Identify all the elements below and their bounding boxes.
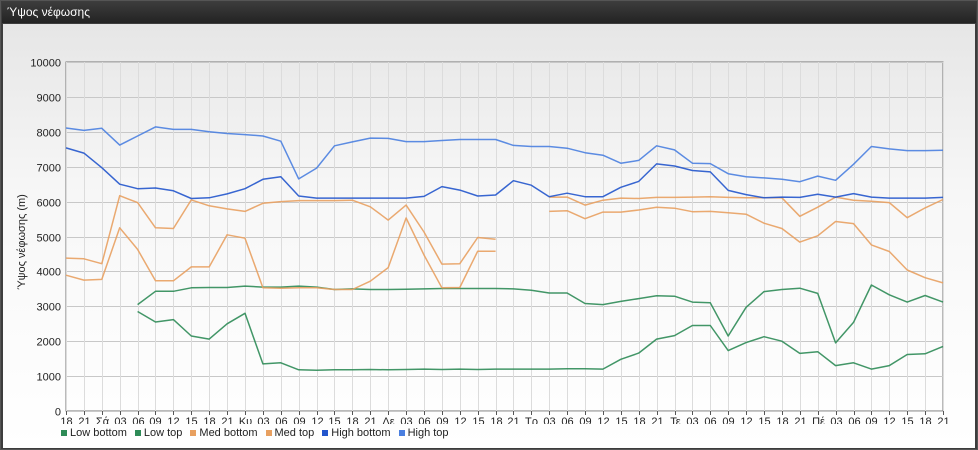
y-tick-label: 3000 (37, 302, 61, 314)
x-tick-label: 15 (328, 416, 340, 424)
legend-item[interactable]: Med top (265, 427, 315, 439)
series-line-med-bottom (65, 217, 496, 291)
x-tick-label: 18 (203, 416, 215, 424)
x-tick-label: 21 (507, 416, 519, 424)
y-tick-label: 6000 (37, 198, 61, 210)
series-line-low-top (137, 284, 944, 344)
x-tick-label: 21 (78, 416, 90, 424)
x-tick-label: 18 (633, 416, 645, 424)
x-tick-label: 06 (704, 416, 716, 424)
window-title: Ύψος νέφωσης (2, 2, 976, 23)
x-tick-label: 21 (364, 416, 376, 424)
x-tick-label: 09 (722, 416, 734, 424)
x-tick-label: 12 (740, 416, 752, 424)
x-tick-label: 06 (275, 416, 287, 424)
cloud-height-chart: 0 1000 2000 3000 4000 5000 6000 7000 8000 9000 100… (16, 58, 950, 425)
x-tick-label: 18 (776, 416, 788, 424)
y-tick-label: 2000 (37, 337, 61, 349)
x-tick-label: 12 (597, 416, 609, 424)
y-axis-label: Ύψος νέφωσης (m) (16, 194, 28, 290)
legend-label: High bottom (331, 427, 391, 439)
x-tick-label: 03 (830, 416, 842, 424)
legend-label: Med top (274, 427, 315, 439)
legend-swatch (190, 430, 197, 436)
x-tick-label: 09 (149, 416, 161, 424)
legend: Low bottom Low top Med bottom Med top High b… (61, 427, 449, 439)
x-tick-label: 06 (132, 416, 144, 424)
x-tick-label: 18 (919, 416, 931, 424)
y-tick-label: 0 (55, 407, 61, 419)
x-tick-label: 15 (758, 416, 770, 424)
x-tick-label: Τρ (525, 416, 538, 424)
legend-swatch (134, 430, 141, 436)
x-tick-label: 06 (418, 416, 430, 424)
chart-panel: 0 1000 2000 3000 4000 5000 6000 7000 8000 9000 100… (3, 24, 975, 448)
x-tick-label: 12 (454, 416, 466, 424)
y-tick-label: 7000 (37, 163, 61, 175)
x-tick-label: 09 (579, 416, 591, 424)
grid (65, 61, 944, 412)
series-lines (65, 126, 944, 371)
x-tick-label: 03 (543, 416, 555, 424)
x-tick-label: 03 (686, 416, 698, 424)
y-tick-label: 5000 (37, 233, 61, 245)
series-line-high-bottom (65, 147, 944, 200)
legend-label: Low bottom (70, 427, 127, 439)
plot-area (65, 61, 944, 412)
series-line-med-top (549, 195, 944, 219)
legend-item[interactable]: Low top (134, 427, 183, 439)
x-tick-label: Δε (382, 416, 394, 424)
x-tick-label: Σά (96, 416, 110, 424)
legend-label: Med bottom (199, 427, 258, 439)
x-tick-label: 21 (937, 416, 949, 424)
x-tick-label: 21 (794, 416, 806, 424)
legend-item[interactable]: Med bottom (190, 427, 258, 439)
legend-swatch (322, 430, 329, 436)
x-tick-label: 03 (400, 416, 412, 424)
legend-swatch (61, 430, 67, 436)
y-tick-label: 10000 (30, 58, 61, 70)
series-line-med-top (65, 194, 496, 265)
series-line-med-bottom (549, 206, 944, 284)
x-tick-label: 15 (901, 416, 913, 424)
y-tick-label: 8000 (37, 128, 61, 140)
y-tick-label: 4000 (37, 267, 61, 279)
legend-label: High top (407, 427, 449, 439)
y-axis: 0 1000 2000 3000 4000 5000 6000 7000 8000 9000 100… (30, 58, 61, 419)
x-tick-label: 18 (346, 416, 358, 424)
x-tick-label: 18 (490, 416, 502, 424)
x-tick-label: 12 (311, 416, 323, 424)
x-tick-label: Πέ (812, 416, 825, 424)
x-tick-label: 21 (221, 416, 233, 424)
x-tick-label: 03 (114, 416, 126, 424)
x-tick-label: 21 (651, 416, 663, 424)
x-tick-label: 09 (293, 416, 305, 424)
legend-label: Low top (143, 427, 183, 439)
x-tick-label: 09 (436, 416, 448, 424)
legend-item[interactable]: High bottom (322, 427, 391, 439)
x-tick-label: 03 (257, 416, 269, 424)
x-tick-label: 06 (848, 416, 860, 424)
series-line-low-bottom (137, 310, 944, 371)
legend-swatch (265, 430, 272, 436)
x-tick-label: 15 (185, 416, 197, 424)
x-tick-label: Κυ (239, 416, 252, 424)
legend-swatch (398, 430, 405, 436)
legend-item[interactable]: High top (398, 427, 449, 439)
y-tick-label: 9000 (37, 93, 61, 105)
x-tick-label: 09 (865, 416, 877, 424)
legend-item[interactable]: Low bottom (61, 427, 127, 439)
y-tick-label: 1000 (37, 372, 61, 384)
x-tick-label: Τε (670, 416, 681, 424)
x-tick-label: 15 (615, 416, 627, 424)
series-line-high-top (65, 126, 944, 183)
x-tick-label: 15 (472, 416, 484, 424)
x-tick-label: 06 (561, 416, 573, 424)
x-axis: 18 21 Σά 03 06 09 12 15 18 21 Κυ 03 06 09 12 15 18 21 Δε 03… (60, 411, 950, 424)
x-tick-label: 18 (60, 416, 72, 424)
x-tick-label: 12 (167, 416, 179, 424)
x-tick-label: 12 (883, 416, 895, 424)
